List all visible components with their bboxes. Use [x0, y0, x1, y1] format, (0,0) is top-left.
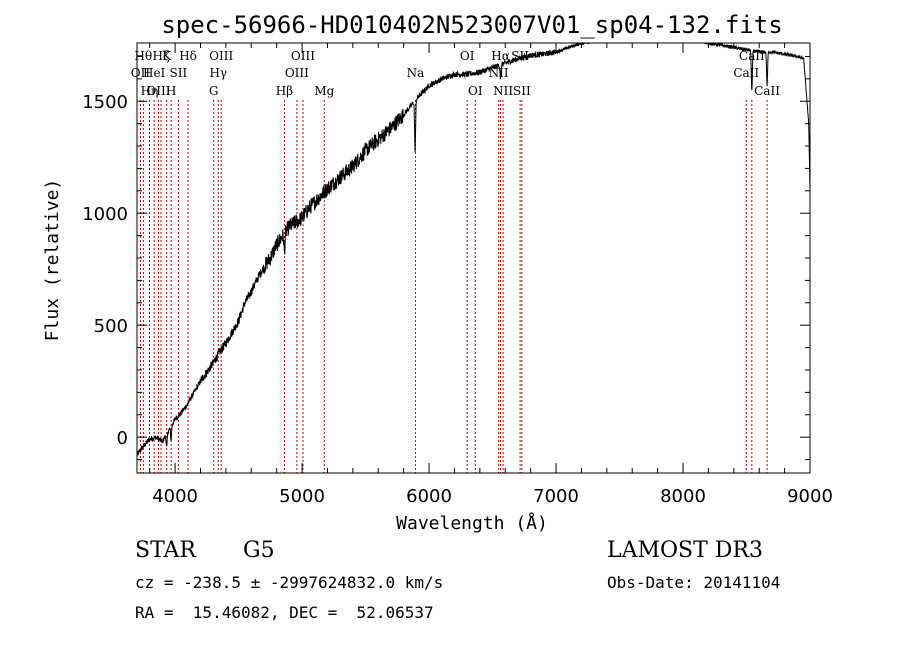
y-tick-label: 0 — [117, 428, 128, 449]
obs-date: Obs-Date: 20141104 — [607, 573, 781, 592]
line-marker-label: HeI — [143, 66, 166, 80]
line-marker-label: Hζ — [153, 49, 170, 63]
x-tick-label: 5000 — [279, 486, 325, 507]
line-marker-label: Hθ — [134, 49, 152, 63]
x-tick-label: 7000 — [533, 486, 579, 507]
line-marker-label: Na — [407, 66, 425, 80]
line-marker-label: H — [166, 84, 176, 98]
line-marker-label: G — [209, 84, 219, 98]
line-marker-label: CaII — [733, 66, 759, 80]
line-marker-label: OIII — [285, 66, 309, 80]
x-tick-label: 6000 — [406, 486, 452, 507]
y-tick-label: 1500 — [82, 92, 128, 113]
line-marker-label: Hη — [141, 84, 159, 98]
spectrum-line — [136, 41, 811, 456]
line-marker-label: Hδ — [179, 49, 197, 63]
survey-name: LAMOST DR3 — [607, 538, 763, 563]
line-marker-label: CaII — [754, 84, 780, 98]
line-marker-label: OII — [131, 66, 151, 80]
line-marker-label: K — [162, 49, 172, 63]
line-marker-label: OI — [468, 84, 483, 98]
line-marker-label: OIII — [291, 49, 315, 63]
line-marker-label: NII — [493, 84, 513, 98]
x-tick-label: 8000 — [660, 486, 706, 507]
line-marker-label: OI — [460, 49, 475, 63]
line-marker-label: Mg — [314, 84, 334, 98]
line-marker-label: CaII — [739, 49, 765, 63]
spectrum-series — [136, 41, 811, 456]
line-marker-label: SII — [170, 66, 188, 80]
redshift-info: cz = -238.5 ± -2997624832.0 km/s — [135, 573, 444, 592]
line-marker-label: SII — [513, 84, 531, 98]
line-markers: OII Hθ Hη HeI OIII HζK H SII Hδ G Hγ OIII Hβ OIII OIII… — [131, 49, 780, 473]
y-tick-label: 1000 — [82, 204, 128, 225]
x-tick-label: 9000 — [787, 486, 833, 507]
x-axis-label: Wavelength (Å) — [396, 512, 548, 534]
line-marker-label: OIII — [146, 84, 170, 98]
line-marker-label: NII — [489, 66, 509, 80]
coordinates: RA = 15.46082, DEC = 52.06537 — [135, 603, 434, 622]
line-marker-label: OIII — [209, 49, 233, 63]
chart-title: spec-56966-HD010402N523007V01_sp04-132.f… — [161, 11, 782, 39]
x-tick-label: 4000 — [152, 486, 198, 507]
line-marker-label: Hγ — [209, 66, 227, 80]
object-subclass: G5 — [243, 538, 275, 563]
y-tick-label: 500 — [94, 316, 128, 337]
axes: 4000 5000 6000 7000 8000 9000 0 500 1000 1500 — [82, 43, 833, 507]
line-marker-label: Hβ — [276, 84, 293, 98]
y-axis-label: Flux (relative) — [42, 179, 63, 342]
object-class: STAR — [135, 538, 196, 563]
plot-frame — [136, 42, 811, 474]
line-marker-label: Hα — [491, 49, 510, 63]
